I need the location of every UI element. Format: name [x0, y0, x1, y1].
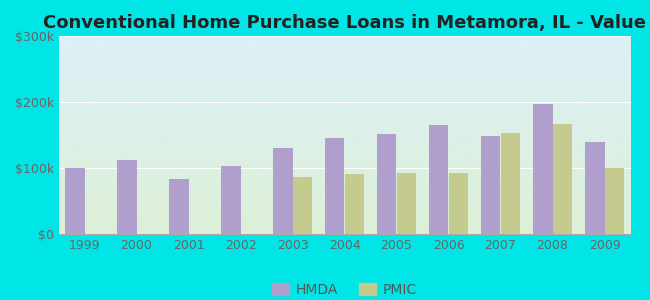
Bar	[500, 133, 520, 234]
Bar	[325, 138, 344, 234]
Bar	[429, 125, 448, 234]
Bar	[221, 166, 240, 234]
Bar	[169, 179, 188, 234]
Bar	[552, 124, 572, 234]
Bar	[448, 173, 468, 234]
Bar	[65, 168, 84, 234]
Bar	[396, 172, 416, 234]
Bar	[117, 160, 136, 234]
Bar	[604, 168, 624, 234]
Legend: HMDA, PMIC: HMDA, PMIC	[266, 277, 422, 300]
Bar	[585, 142, 604, 234]
Bar	[377, 134, 396, 234]
Bar	[344, 174, 364, 234]
Bar	[292, 177, 312, 234]
Bar	[533, 104, 552, 234]
Bar	[273, 148, 292, 234]
Bar	[481, 136, 500, 234]
Title: Conventional Home Purchase Loans in Metamora, IL - Value: Conventional Home Purchase Loans in Meta…	[43, 14, 646, 32]
